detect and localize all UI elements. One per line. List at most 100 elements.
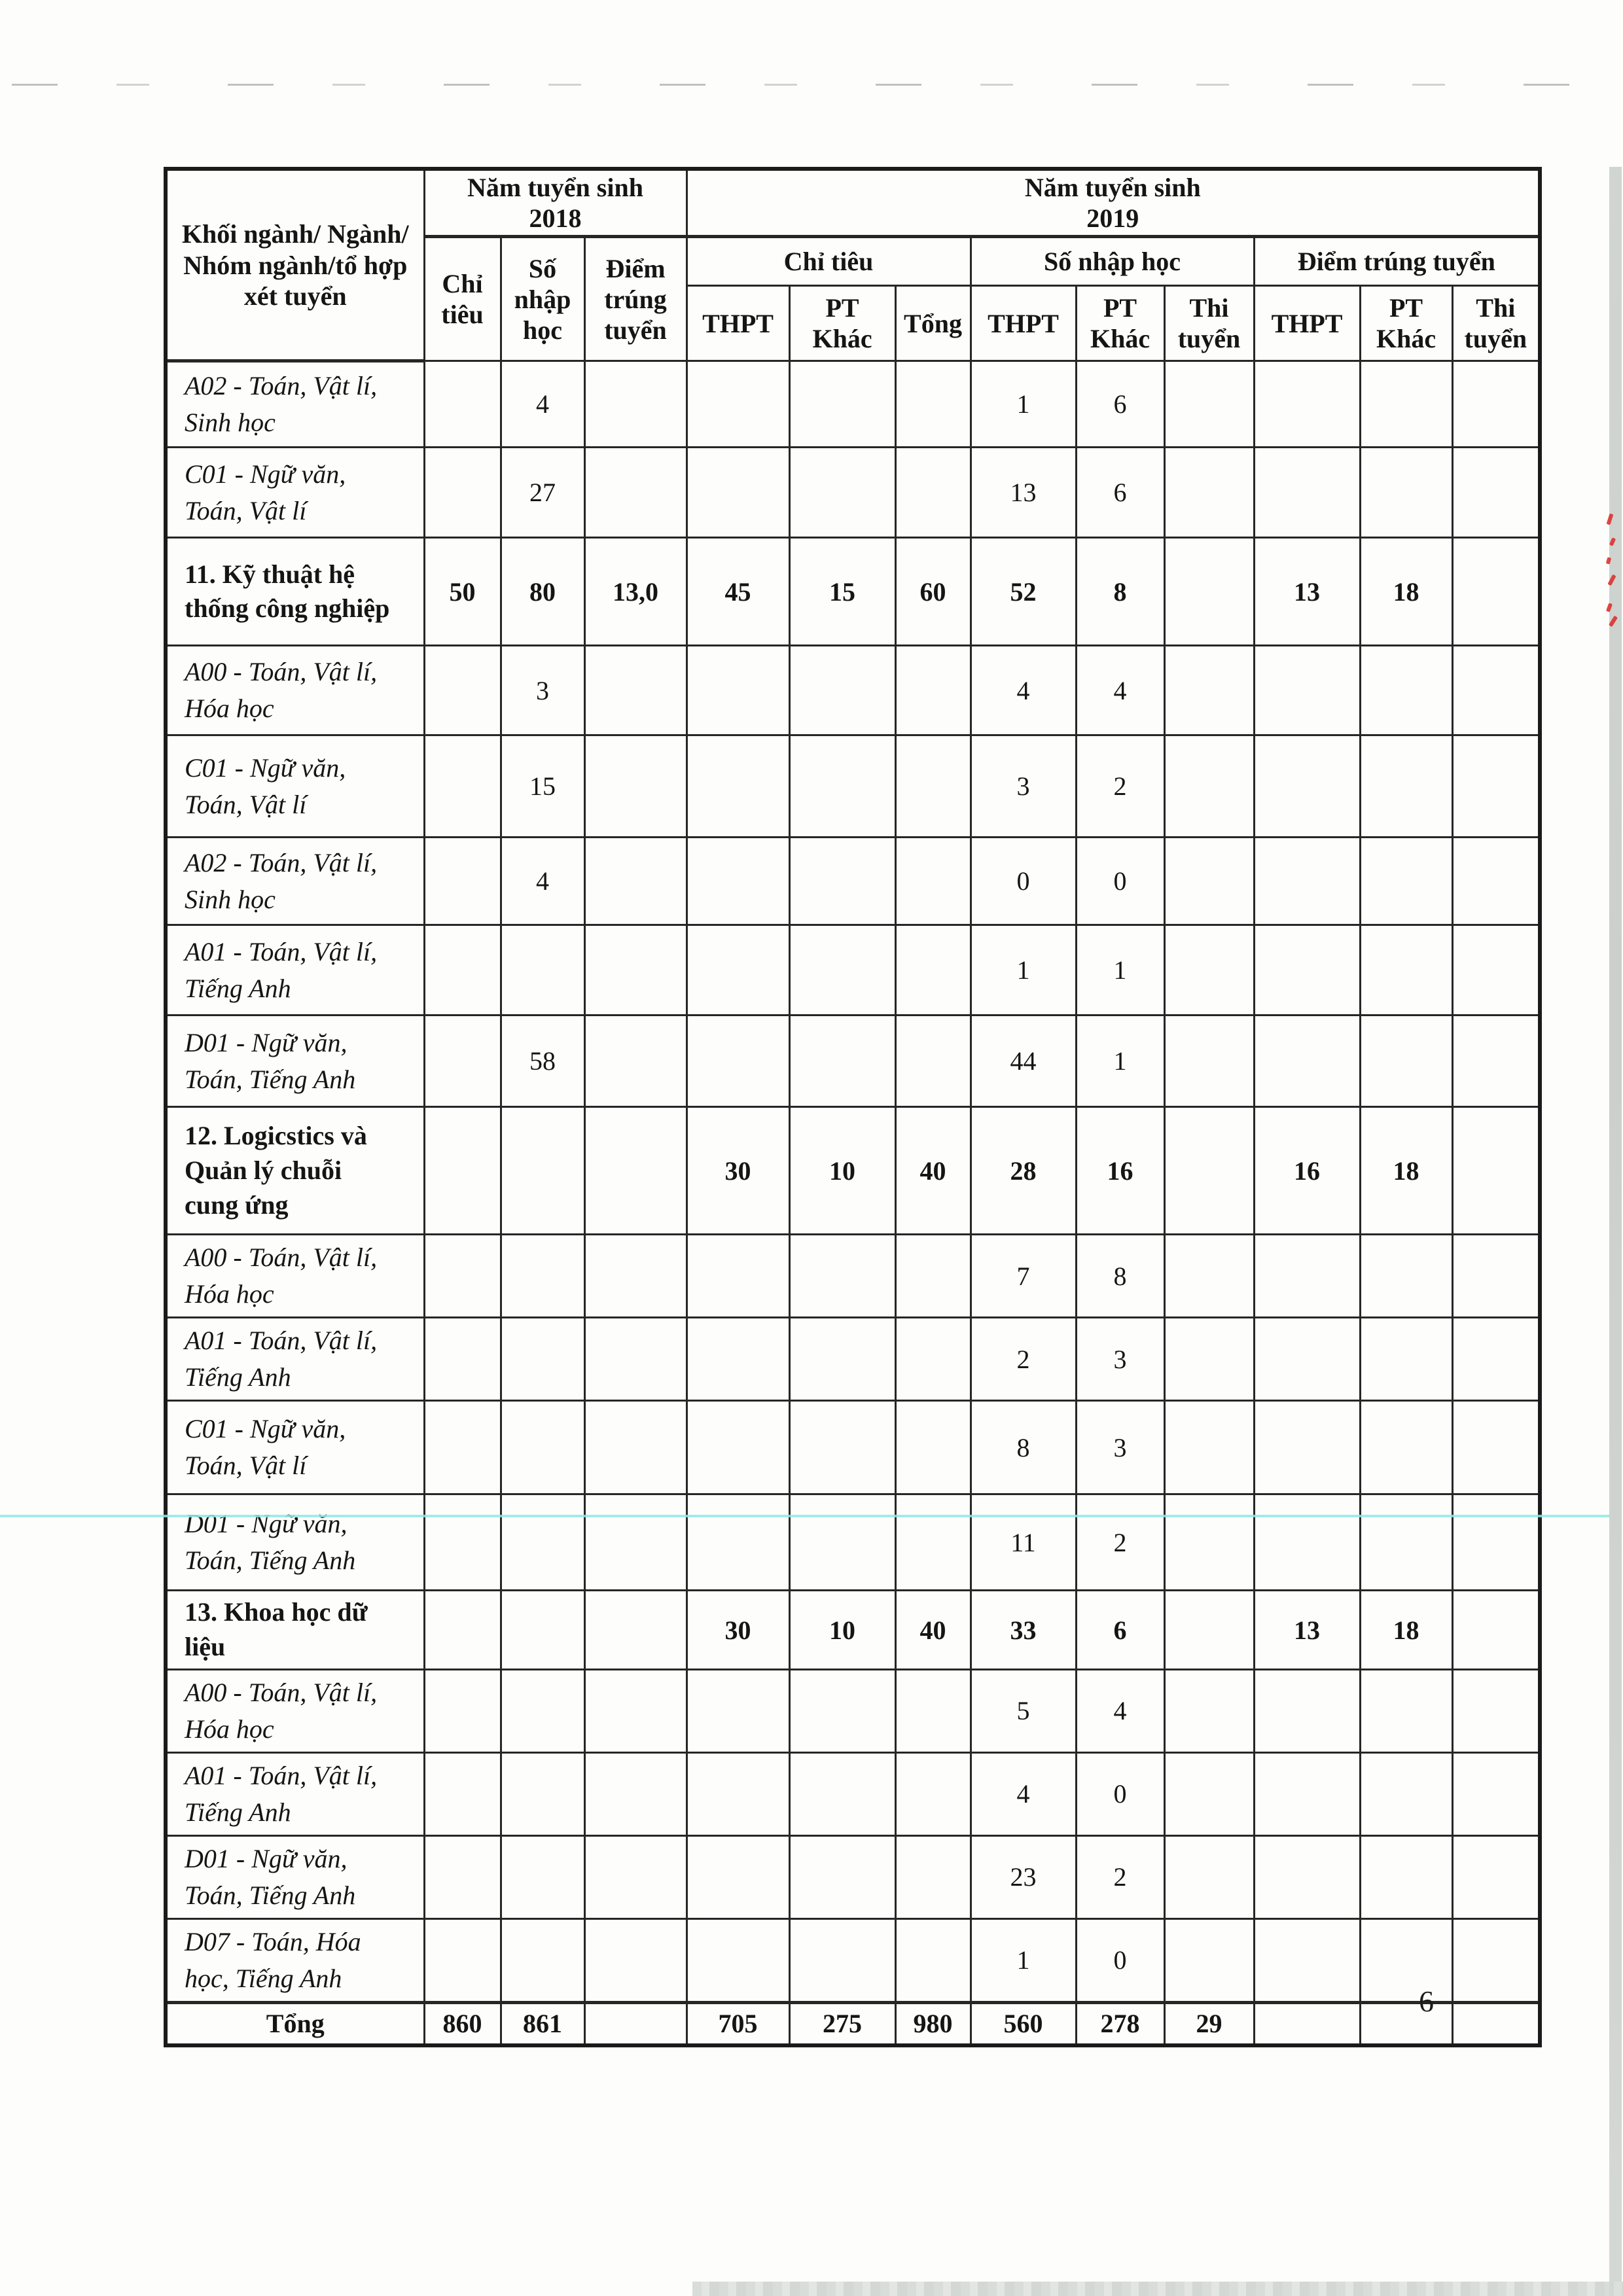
value-cell: [423, 446, 502, 539]
value-cell: 1: [969, 360, 1077, 449]
value-cell: 28: [969, 1106, 1077, 1236]
value-cell: [1451, 1233, 1541, 1319]
value-cell: [423, 1400, 502, 1496]
value-cell: [788, 836, 897, 927]
value-cell: [894, 1917, 972, 2004]
value-cell: [788, 1233, 897, 1319]
value-cell: [1359, 446, 1454, 539]
value-cell: [685, 924, 791, 1017]
value-cell: [1253, 1668, 1361, 1754]
value-cell: [583, 734, 688, 839]
header-row-groups: Chỉ tiêu Số nhập học Điểm trúng tuyển Ch…: [166, 236, 1541, 362]
value-cell: [1359, 1316, 1454, 1402]
subcol-pt-khac: PT Khác: [1359, 285, 1454, 362]
value-cell: 10: [788, 1106, 897, 1236]
value-cell: 2: [1075, 1834, 1166, 1920]
value-cell: [894, 1014, 972, 1108]
table-row: A00 - Toán, Vật lí, Hóa học 5 4: [164, 1668, 1541, 1754]
year-2019-line2: 2019: [1086, 203, 1139, 234]
value-cell: [1451, 1589, 1541, 1670]
value-cell: [1253, 1493, 1361, 1592]
value-cell: [1451, 1106, 1541, 1236]
value-cell: [423, 1751, 502, 1837]
value-cell: 18: [1359, 1106, 1454, 1236]
value-cell: [894, 924, 972, 1017]
value-cell: 1: [1075, 1014, 1166, 1108]
header-row-subcolumns: THPT PT Khác Tổng THPT PT Khác Thi tuyển…: [166, 285, 1541, 362]
value-cell: [1451, 1834, 1541, 1920]
value-cell: [894, 1751, 972, 1837]
value-cell: 8: [969, 1400, 1077, 1496]
value-cell: [1253, 924, 1361, 1017]
value-cell: [1451, 537, 1541, 647]
header-2018-diem-trung-tuyen: Điểm trúng tuyển: [583, 236, 688, 362]
value-cell: [1451, 836, 1541, 927]
value-cell: [423, 1834, 502, 1920]
value-cell: [894, 1668, 972, 1754]
value-cell: [1451, 446, 1541, 539]
row-label: D01 - Ngữ văn, Toán, Tiếng Anh: [164, 1834, 425, 1920]
value-cell: [1253, 1400, 1361, 1496]
row-label: D01 - Ngữ văn, Toán, Tiếng Anh: [164, 1014, 425, 1108]
value-cell: [499, 1316, 586, 1402]
value-cell: [1359, 1751, 1454, 1837]
value-cell: [685, 1751, 791, 1837]
value-cell: 705: [685, 2000, 791, 2047]
scan-artifact-bottom-bar: [692, 2282, 1623, 2296]
value-cell: 29: [1163, 2000, 1255, 2047]
row-label: C01 - Ngữ văn, Toán, Vật lí: [164, 446, 425, 539]
admission-results-table: Khối ngành/ Ngành/ Nhóm ngành/tổ hợp xét…: [164, 167, 1543, 2047]
value-cell: [499, 1917, 586, 2004]
subcol-thi-tuyen: Thi tuyển: [1451, 285, 1541, 362]
value-cell: [583, 1316, 688, 1402]
value-cell: 3: [969, 734, 1077, 839]
table-row: D01 - Ngữ văn, Toán, Tiếng Anh 58 44 1: [164, 1014, 1541, 1108]
value-cell: 1: [969, 924, 1077, 1017]
value-cell: [1451, 1316, 1541, 1402]
value-cell: 8: [1075, 1233, 1166, 1319]
value-cell: [685, 1834, 791, 1920]
table-row: C01 - Ngữ văn, Toán, Vật lí 15 3 2: [164, 734, 1541, 839]
value-cell: [1359, 1834, 1454, 1920]
value-cell: [1359, 1668, 1454, 1754]
value-cell: [1253, 1233, 1361, 1319]
table-row: D07 - Toán, Hóa học, Tiếng Anh 1 0: [164, 1917, 1541, 2004]
value-cell: 30: [685, 1589, 791, 1670]
value-cell: [894, 1834, 972, 1920]
value-cell: [894, 446, 972, 539]
value-cell: [1163, 836, 1255, 927]
value-cell: 4: [969, 645, 1077, 737]
value-cell: 11: [969, 1493, 1077, 1592]
value-cell: 4: [499, 836, 586, 927]
value-cell: 16: [1253, 1106, 1361, 1236]
value-cell: 0: [1075, 1917, 1166, 2004]
value-cell: [894, 1233, 972, 1319]
value-cell: [1163, 1751, 1255, 1837]
table-row: 13. Khoa học dữ liệu 30 10 40 33 6 13 18: [164, 1589, 1541, 1670]
row-label: D07 - Toán, Hóa học, Tiếng Anh: [164, 1917, 425, 2004]
value-cell: [788, 360, 897, 449]
value-cell: [1359, 734, 1454, 839]
value-cell: [685, 360, 791, 449]
value-cell: [1163, 1493, 1255, 1592]
value-cell: 4: [1075, 645, 1166, 737]
value-cell: 4: [499, 360, 586, 449]
page-number: 6: [1419, 1985, 1434, 2018]
value-cell: 80: [499, 537, 586, 647]
value-cell: [1359, 1400, 1454, 1496]
value-cell: [1359, 924, 1454, 1017]
value-cell: [583, 1589, 688, 1670]
subcol-thpt: THPT: [685, 285, 791, 362]
value-cell: [423, 1233, 502, 1319]
value-cell: [583, 645, 688, 737]
value-cell: 861: [499, 2000, 586, 2047]
table-row: D01 - Ngữ văn, Toán, Tiếng Anh 23 2: [164, 1834, 1541, 1920]
value-cell: [1253, 446, 1361, 539]
value-cell: [1163, 1834, 1255, 1920]
subcol-pt-khac: PT Khác: [788, 285, 897, 362]
row-label: A01 - Toán, Vật lí, Tiếng Anh: [164, 924, 425, 1017]
table-row: A02 - Toán, Vật lí, Sinh học 4 0 0: [164, 836, 1541, 927]
value-cell: [423, 1589, 502, 1670]
value-cell: [1359, 836, 1454, 927]
value-cell: [1253, 1834, 1361, 1920]
